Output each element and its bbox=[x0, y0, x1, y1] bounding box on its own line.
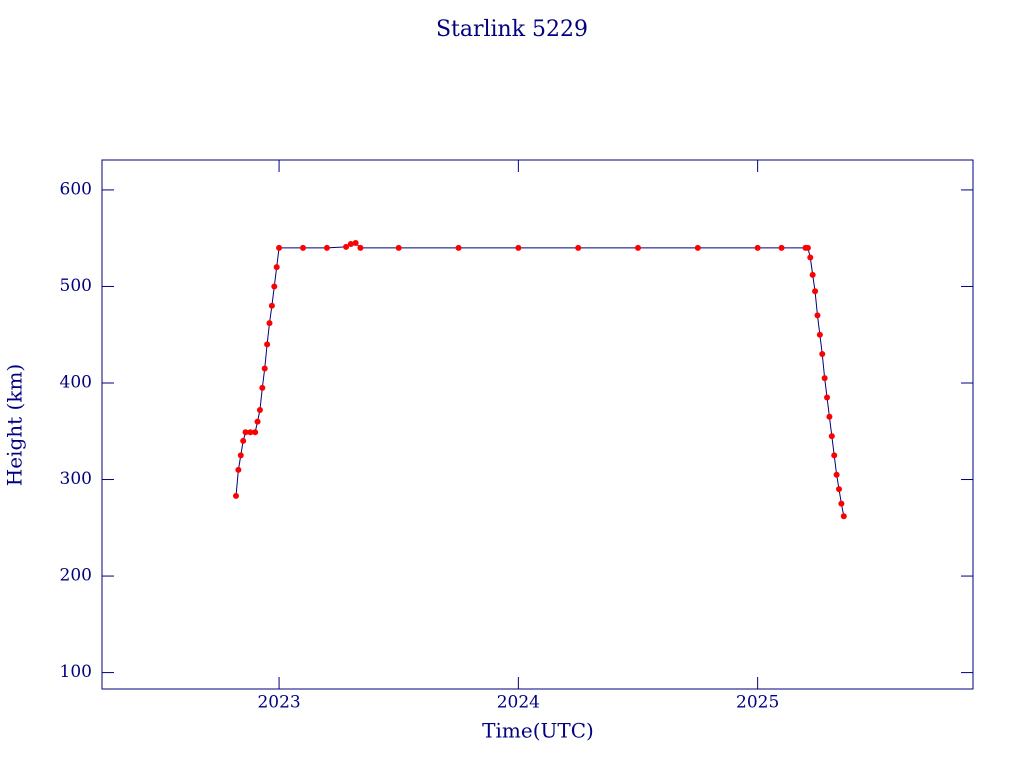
point bbox=[824, 394, 831, 401]
point bbox=[778, 244, 785, 251]
point bbox=[235, 466, 242, 473]
x-tick-label: 2024 bbox=[497, 693, 540, 713]
point bbox=[826, 413, 833, 420]
y-axis-label: Height (km) bbox=[3, 364, 27, 486]
point bbox=[812, 288, 819, 295]
point bbox=[819, 351, 826, 358]
point bbox=[635, 244, 641, 251]
y-tick-label: 500 bbox=[60, 276, 92, 296]
point bbox=[237, 452, 244, 459]
y-tick-label: 200 bbox=[60, 566, 92, 586]
point bbox=[455, 244, 462, 251]
point bbox=[395, 244, 402, 251]
x-axis-label: Time(UTC) bbox=[482, 719, 594, 743]
x-tick-label: 2025 bbox=[736, 693, 779, 713]
y-tick-label: 300 bbox=[60, 469, 92, 489]
point bbox=[268, 302, 275, 309]
y-tick-label: 100 bbox=[60, 662, 92, 682]
point bbox=[264, 341, 271, 348]
point bbox=[814, 312, 821, 319]
point bbox=[247, 429, 254, 436]
point bbox=[840, 513, 847, 520]
point bbox=[754, 244, 761, 251]
point bbox=[323, 244, 330, 251]
point bbox=[515, 244, 522, 251]
point bbox=[821, 375, 828, 382]
y-tick-label: 400 bbox=[60, 372, 92, 392]
point bbox=[828, 433, 835, 440]
point bbox=[816, 331, 823, 338]
point bbox=[233, 492, 239, 499]
point bbox=[261, 365, 268, 372]
point bbox=[347, 240, 354, 247]
point bbox=[276, 244, 283, 251]
chart-title: Starlink 5229 bbox=[436, 17, 588, 42]
point bbox=[694, 244, 701, 251]
line bbox=[235, 242, 845, 517]
point bbox=[266, 320, 273, 327]
point bbox=[807, 254, 814, 261]
plot-frame bbox=[101, 159, 974, 690]
point bbox=[352, 240, 359, 247]
point bbox=[575, 244, 582, 251]
point bbox=[833, 471, 840, 478]
point bbox=[809, 271, 816, 278]
point bbox=[254, 418, 261, 425]
point bbox=[357, 244, 364, 251]
point bbox=[259, 384, 266, 391]
point bbox=[831, 452, 838, 459]
x-tick-label: 2023 bbox=[257, 693, 300, 713]
point bbox=[256, 407, 263, 414]
point bbox=[242, 429, 249, 436]
point bbox=[252, 429, 259, 436]
point bbox=[240, 437, 247, 444]
point bbox=[343, 243, 350, 250]
point bbox=[804, 244, 811, 251]
point bbox=[300, 244, 306, 251]
y-tick-label: 600 bbox=[60, 179, 92, 199]
point bbox=[836, 486, 842, 493]
point bbox=[273, 264, 280, 271]
point bbox=[838, 500, 845, 507]
point bbox=[271, 283, 278, 290]
